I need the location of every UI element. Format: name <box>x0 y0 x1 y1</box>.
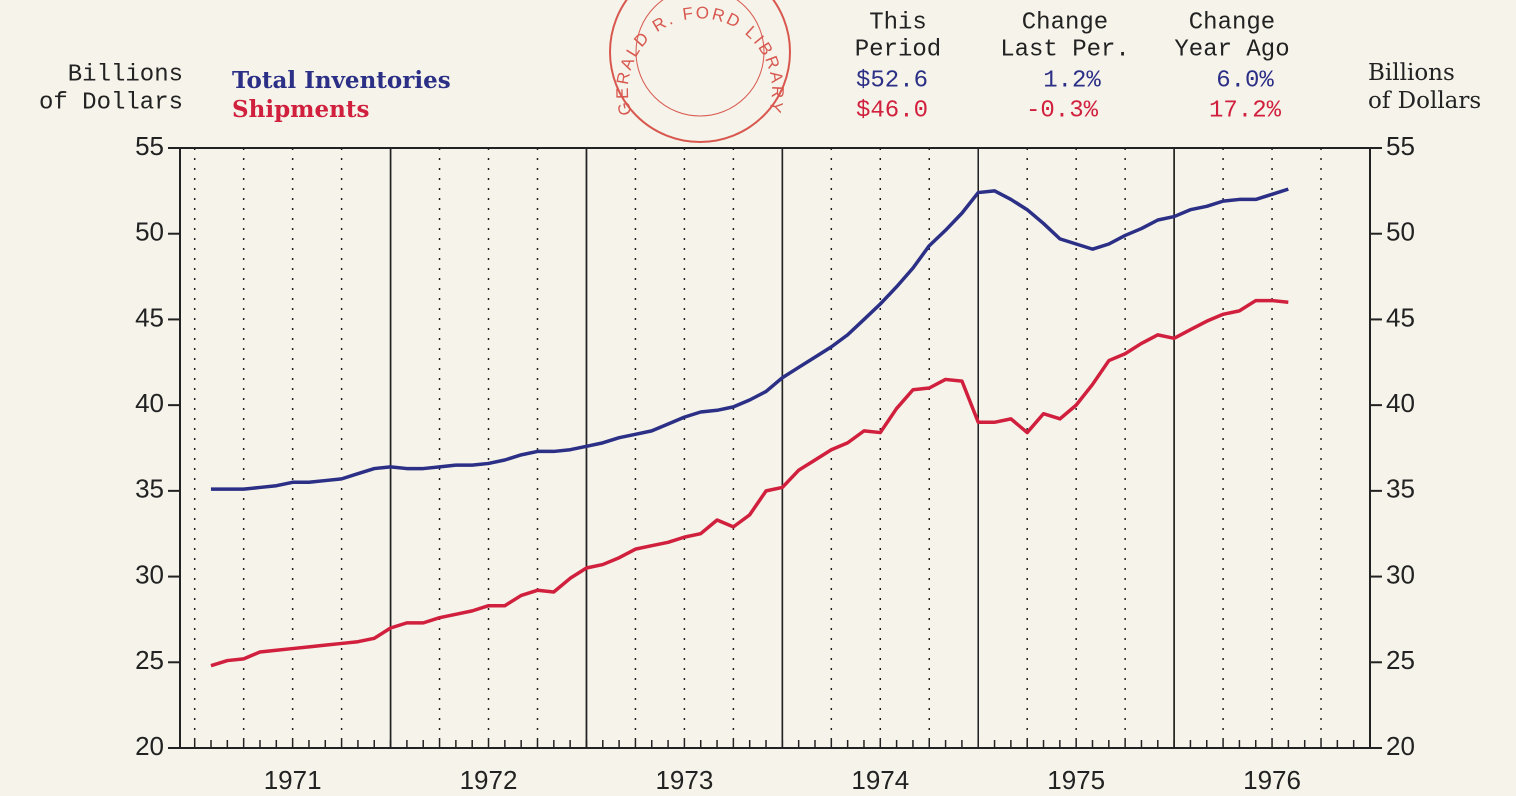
y2-tick-label: 25 <box>1386 645 1415 675</box>
stamp-text: GERALD R. FORD LIBRARY <box>613 4 786 118</box>
table-cell: $46.0 <box>856 97 928 124</box>
y2-tick-label: 20 <box>1386 731 1415 761</box>
y2-axis-label: of Dollars <box>1368 88 1481 114</box>
stamp-ring <box>635 0 765 117</box>
y-tick-label: 35 <box>135 474 164 504</box>
x-tick-label: 1971 <box>264 765 322 795</box>
legend-label: Total Inventories <box>232 67 451 94</box>
data-line <box>210 298 1289 668</box>
y-tick-label: 45 <box>135 302 164 332</box>
y-tick-label: 55 <box>135 131 164 161</box>
y-tick-label: 40 <box>135 388 164 418</box>
legend-label: Shipments <box>232 96 369 123</box>
table-header: Period <box>855 36 941 63</box>
y-axis-label: Billions <box>68 61 183 88</box>
x-tick-label: 1974 <box>851 765 909 795</box>
y2-tick-label: 50 <box>1386 217 1415 247</box>
x-tick-label: 1973 <box>655 765 713 795</box>
table-header: Last Per. <box>1000 36 1130 63</box>
table-cell: 17.2% <box>1209 97 1282 124</box>
y-tick-label: 50 <box>135 217 164 247</box>
table-header: Change <box>1189 9 1275 36</box>
y-axis-label: of Dollars <box>39 89 183 116</box>
table-cell: 6.0% <box>1216 67 1274 94</box>
x-tick-label: 1972 <box>460 765 518 795</box>
y2-tick-label: 45 <box>1386 302 1415 332</box>
table-header: Year Ago <box>1174 36 1289 63</box>
y-tick-label: 25 <box>135 645 164 675</box>
x-tick-label: 1975 <box>1047 765 1105 795</box>
stamp-ring <box>609 0 791 143</box>
table-cell: 1.2% <box>1043 67 1101 94</box>
data-line <box>210 187 1289 491</box>
table-cell: -0.3% <box>1026 97 1099 124</box>
y2-tick-label: 35 <box>1386 474 1415 504</box>
y-tick-label: 30 <box>135 559 164 589</box>
y2-tick-label: 55 <box>1386 131 1415 161</box>
x-tick-label: 1976 <box>1243 765 1301 795</box>
y2-tick-label: 40 <box>1386 388 1415 418</box>
table-header: Change <box>1022 9 1108 36</box>
table-header: This <box>869 9 927 36</box>
y2-axis-label: Billions <box>1368 60 1455 86</box>
y2-tick-label: 30 <box>1386 559 1415 589</box>
table-cell: $52.6 <box>856 67 928 94</box>
y-tick-label: 20 <box>135 731 164 761</box>
